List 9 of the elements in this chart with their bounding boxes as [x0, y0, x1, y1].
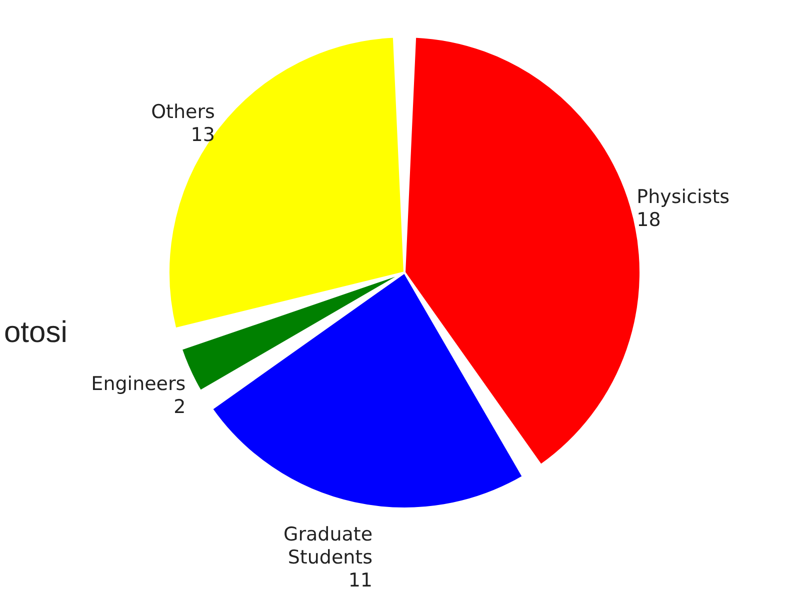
- data-label: 18: [636, 208, 661, 231]
- data-label: 13: [190, 124, 215, 146]
- slice-label: Others: [151, 100, 215, 123]
- slice-label: Graduate Students: [283, 523, 373, 568]
- slice-label: Engineers: [91, 372, 186, 395]
- data-label: 2: [174, 396, 186, 418]
- text: otosi: [4, 316, 68, 350]
- data-label: 11: [348, 569, 373, 592]
- slice-label: Physicists: [636, 186, 730, 208]
